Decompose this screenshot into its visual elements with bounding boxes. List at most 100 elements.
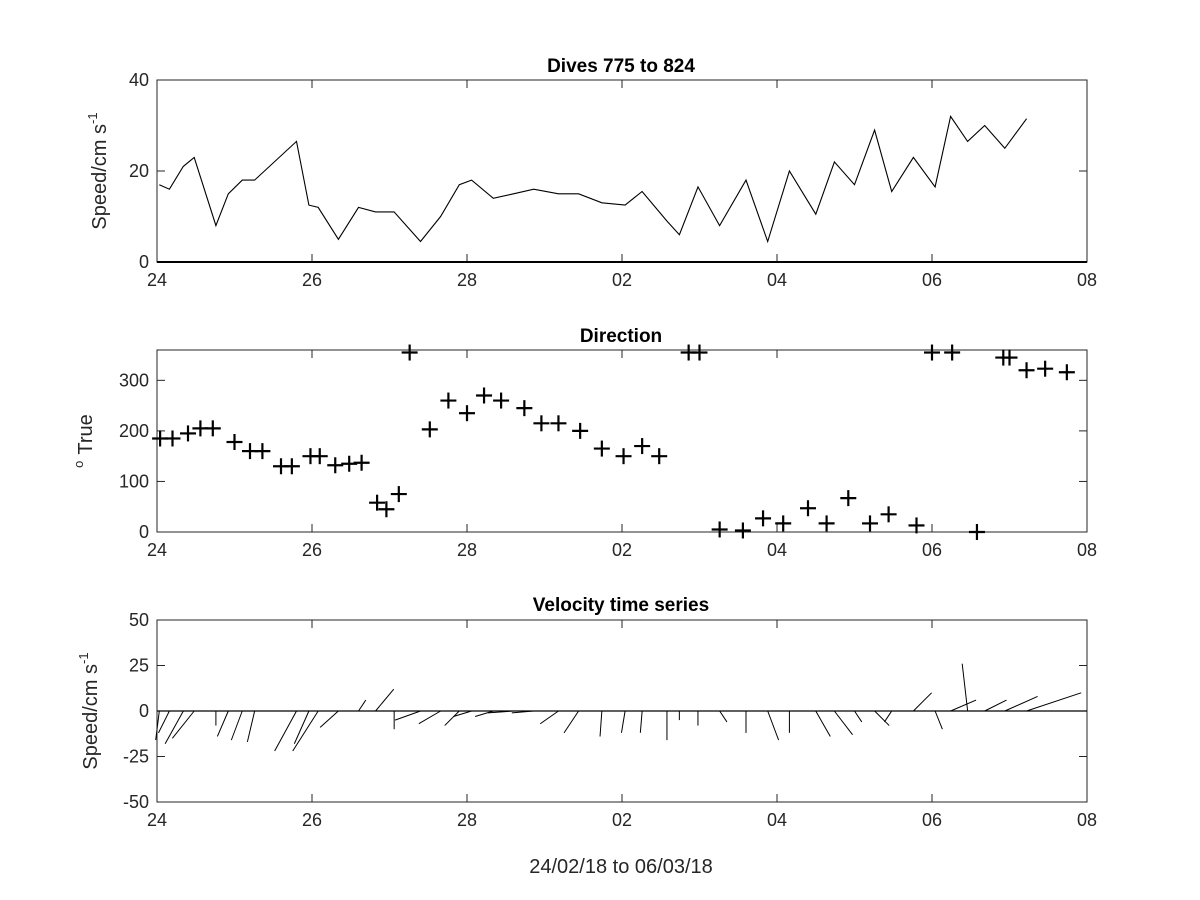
direction-point: [862, 515, 878, 532]
speed-ytick-label: 20: [129, 161, 149, 181]
speed-ytick-label: 0: [139, 252, 149, 272]
speed-xtick-label: 02: [612, 270, 632, 290]
velocity-panel: Velocity time series 24 26 28 02 04 06 08 -50 -2…: [76, 595, 1097, 830]
direction-point: [311, 448, 328, 465]
direction-point: [1018, 362, 1035, 379]
velocity-stick: [815, 710, 831, 737]
direction-panel: Direction 24 26 28 02 04 06 08 0 100 200 300 o True: [71, 326, 1097, 560]
velocity-stick: [563, 710, 580, 734]
speed-xtick-label: 08: [1077, 270, 1097, 290]
velocity-xtick-label: 24: [147, 810, 167, 830]
direction-title: Direction: [580, 326, 662, 347]
velocity-stick: [394, 710, 421, 721]
velocity-stick: [453, 710, 472, 717]
direction-point: [353, 454, 370, 471]
velocity-ytick-label: 0: [139, 701, 149, 721]
direction-point: [755, 510, 772, 527]
velocity-stick: [487, 710, 514, 714]
velocity-stick: [1004, 695, 1038, 712]
direction-point: [459, 405, 475, 422]
velocity-stick: [950, 699, 977, 712]
speed-ylabel-text: Speed/cm s: [89, 124, 111, 230]
velocity-stick: [444, 710, 460, 726]
velocity-stick: [1026, 692, 1082, 712]
velocity-stick: [418, 710, 441, 725]
direction-point: [634, 438, 651, 455]
velocity-stick: [833, 710, 853, 735]
velocity-stick: [158, 710, 170, 734]
velocity-ylabel-text: Speed/cm s: [80, 664, 102, 770]
velocity-stick: [719, 710, 728, 723]
velocity-xtick-label: 26: [302, 810, 322, 830]
velocity-stick: [171, 710, 195, 739]
direction-point: [421, 421, 438, 438]
velocity-ytick-label: 25: [129, 656, 149, 676]
direction-xtick-label: 24: [147, 540, 167, 560]
velocity-stick: [319, 710, 339, 728]
direction-ylabel-sup: o: [71, 461, 86, 468]
direction-point: [615, 448, 632, 465]
velocity-stick: [216, 710, 229, 737]
direction-point: [1037, 360, 1054, 377]
direction-ytick-label: 100: [119, 471, 149, 491]
direction-point: [390, 486, 407, 503]
velocity-stick: [884, 710, 893, 723]
direction-xtick-label: 28: [457, 540, 477, 560]
velocity-stick: [854, 710, 863, 723]
speed-panel: Dives 775 to 824 24 26 28 02 04 06 08 0 20 40 Spe…: [85, 56, 1097, 290]
velocity-xtick-label: 04: [767, 810, 787, 830]
direction-point: [533, 415, 550, 432]
velocity-stick: [375, 688, 395, 712]
direction-point: [226, 434, 243, 451]
velocity-stick: [913, 692, 932, 712]
direction-ytick-label: 300: [119, 370, 149, 390]
direction-point: [651, 448, 668, 465]
speed-ticks: 24 26 28 02 04 06 08 0 20 40: [129, 70, 1097, 290]
speed-title: Dives 775 to 824: [547, 56, 695, 77]
velocity-ticks: 24 26 28 02 04 06 08 -50 -25 0 25 50: [123, 610, 1097, 830]
velocity-stick: [934, 710, 943, 730]
direction-point: [593, 440, 610, 457]
direction-point: [440, 392, 457, 409]
velocity-plot: [155, 663, 1087, 752]
velocity-stick: [599, 710, 603, 737]
direction-point: [908, 517, 925, 534]
direction-point: [840, 490, 857, 507]
velocity-ytick-label: 50: [129, 610, 149, 630]
direction-xtick-label: 02: [612, 540, 632, 560]
direction-point: [818, 515, 835, 532]
speed-xtick-label: 28: [457, 270, 477, 290]
direction-point: [254, 443, 271, 460]
direction-point: [1058, 364, 1075, 381]
speed-ylabel: Speed/cm s-1: [85, 112, 111, 229]
direction-ylabel-text: True: [75, 414, 97, 454]
direction-point: [880, 506, 897, 523]
velocity-stick: [874, 710, 890, 726]
direction-point: [944, 344, 961, 361]
speed-xtick-label: 04: [767, 270, 787, 290]
direction-point: [369, 494, 386, 511]
speed-plot: [157, 115, 1087, 263]
speed-ylabel-sup: -1: [85, 112, 100, 124]
velocity-stick: [292, 710, 319, 752]
velocity-stick: [246, 710, 256, 743]
velocity-ylabel: Speed/cm s-1: [76, 652, 102, 769]
velocity-xtick-label: 28: [457, 810, 477, 830]
velocity-ylabel-sup: -1: [76, 652, 91, 664]
speed-ytick-label: 40: [129, 70, 149, 90]
velocity-ytick-label: -50: [123, 792, 149, 812]
velocity-stick: [164, 710, 184, 745]
direction-xtick-label: 04: [767, 540, 787, 560]
direction-point: [691, 344, 708, 361]
velocity-ytick-label: -25: [123, 747, 149, 767]
velocity-xtick-label: 06: [922, 810, 942, 830]
direction-point: [180, 425, 196, 442]
direction-ytick-label: 200: [119, 421, 149, 441]
direction-point: [378, 501, 395, 518]
direction-point: [493, 392, 510, 409]
velocity-stick: [511, 710, 534, 714]
direction-point: [924, 344, 940, 361]
direction-point: [775, 515, 792, 532]
